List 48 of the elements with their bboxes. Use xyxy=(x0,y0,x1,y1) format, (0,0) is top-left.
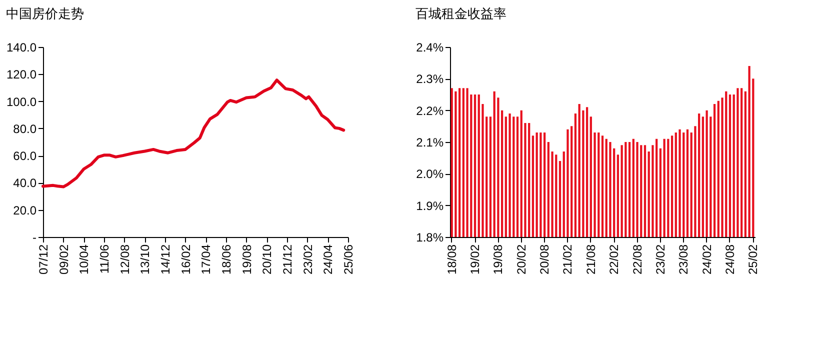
x-tick-label: 14/12 xyxy=(158,244,173,275)
line-series xyxy=(42,78,346,188)
x-tick-label: 23/02 xyxy=(300,244,315,275)
x-tick-label: 19/08 xyxy=(491,244,506,275)
x-tick-label: 10/04 xyxy=(77,244,92,275)
x-tick-label: 21/12 xyxy=(280,244,295,275)
x-tick-label: 20/10 xyxy=(260,244,274,275)
y-tick-label: 120.0 xyxy=(6,68,37,82)
x-tick-label: 19/08 xyxy=(240,244,254,275)
x-tick-label: 16/02 xyxy=(178,244,193,275)
x-tick-label: 20/08 xyxy=(538,244,552,275)
x-tick-label: 24/04 xyxy=(321,244,336,275)
x-tick-label: 23/02 xyxy=(653,244,668,275)
x-tick-label: 09/02 xyxy=(56,244,71,275)
x-tick-label: 17/04 xyxy=(199,244,214,275)
x-tick-label: 18/08 xyxy=(444,244,459,275)
x-tick-label: 24/02 xyxy=(700,244,714,275)
x-tick-label: 22/08 xyxy=(630,244,644,275)
x-tick-label: 23/08 xyxy=(676,244,691,275)
x-tick-label: 13/10 xyxy=(138,244,152,275)
y-tick-label: 2.0% xyxy=(416,167,444,182)
y-tick-label: 2.4% xyxy=(416,40,444,54)
y-tick-label: - xyxy=(32,230,36,244)
y-tick-label: 100.0 xyxy=(6,94,37,109)
y-tick-label: 40.0 xyxy=(13,176,37,190)
y-tick-label: 2.1% xyxy=(416,136,444,150)
x-tick-label: 11/06 xyxy=(97,244,112,274)
x-tick-label: 25/02 xyxy=(746,244,760,275)
x-tick-label: 19/02 xyxy=(468,244,482,275)
y-tick-label: 140.0 xyxy=(6,40,37,54)
chart-title: 中国房价走势 xyxy=(6,6,84,21)
x-tick-label: 18/06 xyxy=(219,244,234,275)
y-tick-label: 2.3% xyxy=(416,72,444,86)
x-tick-label: 12/08 xyxy=(118,244,132,275)
y-tick-label: 2.2% xyxy=(416,104,444,118)
x-tick-label: 25/06 xyxy=(342,244,356,275)
y-tick-label: 1.9% xyxy=(416,198,444,213)
x-tick-label: 20/02 xyxy=(514,244,528,275)
x-tick-label: 21/08 xyxy=(584,244,598,275)
y-tick-label: 60.0 xyxy=(13,149,37,164)
y-tick-label: 80.0 xyxy=(13,122,37,136)
x-tick-label: 24/08 xyxy=(722,244,737,275)
y-tick-label: 20.0 xyxy=(13,203,37,218)
x-tick-label: 07/12 xyxy=(36,244,50,275)
chart-title: 百城租金收益率 xyxy=(416,6,507,21)
y-tick-label: 1.8% xyxy=(416,230,444,244)
x-tick-label: 21/02 xyxy=(560,244,575,275)
x-tick-label: 22/02 xyxy=(607,244,622,275)
